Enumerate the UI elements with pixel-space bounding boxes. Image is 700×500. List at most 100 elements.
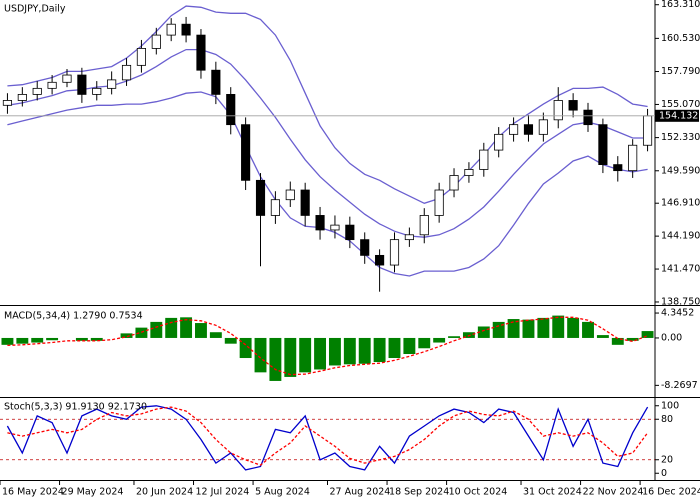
macd-bar xyxy=(269,337,282,381)
y-tick-label: 149.590 xyxy=(661,165,700,176)
stoch-signal xyxy=(7,406,649,466)
y-tick-label: 100 xyxy=(661,400,679,411)
candle-body xyxy=(389,239,400,266)
macd-bar xyxy=(75,337,88,341)
macd-bar xyxy=(209,332,222,338)
macd-bar xyxy=(1,337,14,345)
candle-body xyxy=(226,94,236,126)
macd-bar xyxy=(448,336,460,338)
candle-body xyxy=(77,74,87,95)
candle-body xyxy=(404,234,414,241)
candle-body xyxy=(315,215,325,231)
macd-bar xyxy=(224,337,237,344)
y-tick-label: 0 xyxy=(661,468,667,479)
x-tick-label: 22 Nov 2024 xyxy=(583,487,644,498)
macd-bar xyxy=(314,337,327,370)
macd-bar xyxy=(433,337,446,343)
y-tick-label: 146.910 xyxy=(661,198,700,209)
y-tick-label: 4.3452 xyxy=(661,308,694,319)
macd-bar xyxy=(611,337,624,345)
candle-body xyxy=(568,100,578,111)
last-price-box xyxy=(655,109,699,122)
x-tick-label: 10 Oct 2024 xyxy=(449,487,508,498)
macd-bar xyxy=(626,337,639,341)
y-tick-label: 160.530 xyxy=(661,33,700,44)
candle-body xyxy=(166,23,176,36)
candle-body xyxy=(196,34,206,71)
y-tick-label: 80 xyxy=(661,414,673,425)
macd-bar xyxy=(582,321,594,338)
candle-body xyxy=(375,254,385,266)
macd-bar xyxy=(180,317,193,338)
candle-body xyxy=(464,169,474,176)
candle-body xyxy=(300,189,310,216)
candle-body xyxy=(92,87,102,95)
candle-body xyxy=(613,164,623,172)
x-tick-label: 16 Dec 2024 xyxy=(642,487,700,498)
macd-bar xyxy=(16,337,29,344)
candle-body xyxy=(449,175,459,191)
macd-bar xyxy=(284,337,297,377)
bollinger-band xyxy=(7,91,648,277)
macd-bar xyxy=(403,337,416,355)
macd-bar xyxy=(522,319,535,338)
x-tick-label: 27 Aug 2024 xyxy=(330,487,391,498)
macd-bar xyxy=(328,337,341,366)
y-tick-label: 141.470 xyxy=(661,264,700,275)
candle-body xyxy=(642,115,653,146)
last-price-label: 154.132 xyxy=(659,110,698,121)
candle-body xyxy=(107,79,117,89)
candle-body xyxy=(553,100,563,121)
candle-body xyxy=(583,109,593,126)
candle-body xyxy=(241,124,251,181)
candle-body xyxy=(32,87,42,95)
x-tick-label: 12 Jul 2024 xyxy=(196,487,250,498)
candle-body xyxy=(2,100,13,106)
macd-bar xyxy=(477,326,490,338)
candle-body xyxy=(255,179,266,216)
candle-body xyxy=(360,239,370,256)
y-tick-label: 157.790 xyxy=(661,66,700,77)
macd-bar xyxy=(150,321,163,338)
y-tick-label: 152.330 xyxy=(661,132,700,143)
y-tick-label: 144.190 xyxy=(661,231,700,242)
macd-bar xyxy=(596,335,609,338)
stoch-main xyxy=(6,405,649,471)
macd-bar xyxy=(299,337,312,373)
candle-body xyxy=(509,124,519,135)
macd-bar xyxy=(388,337,401,359)
indicator-title: MACD(5,34,4) 1.2790 0.7534 xyxy=(4,311,143,322)
candle-body xyxy=(628,144,638,172)
candle-body xyxy=(494,133,504,151)
macd-bar xyxy=(239,337,252,359)
candle-body xyxy=(434,189,444,216)
candle-body xyxy=(121,64,132,81)
candle-body xyxy=(151,34,161,49)
macd-bar xyxy=(373,337,386,363)
candle-body xyxy=(17,94,27,101)
candle-body xyxy=(136,48,146,66)
candle-body xyxy=(419,215,429,236)
macd-bar xyxy=(120,333,133,338)
macd-bar xyxy=(358,337,371,364)
y-tick-label: -8.2697 xyxy=(661,380,698,391)
candle-body xyxy=(345,224,355,241)
chart-title: USDJPY,Daily xyxy=(4,4,66,15)
candle-body xyxy=(479,149,489,170)
macd-bar xyxy=(641,331,654,338)
bollinger-band xyxy=(7,5,648,204)
signal-line xyxy=(7,316,648,376)
y-tick-label: 0.00 xyxy=(661,332,682,343)
x-tick-label: 20 Jun 2024 xyxy=(136,487,193,498)
macd-bar xyxy=(552,315,565,338)
candle-body xyxy=(598,124,608,166)
y-tick-label: 20 xyxy=(661,454,673,465)
macd-bar xyxy=(254,337,267,373)
macd-bar xyxy=(195,323,207,338)
x-tick-label: 18 Sep 2024 xyxy=(389,487,449,498)
y-tick-label: 155.070 xyxy=(661,99,700,110)
y-tick-label: 163.310 xyxy=(661,0,700,10)
candle-body xyxy=(330,224,340,231)
x-tick-label: 29 May 2024 xyxy=(62,487,124,498)
